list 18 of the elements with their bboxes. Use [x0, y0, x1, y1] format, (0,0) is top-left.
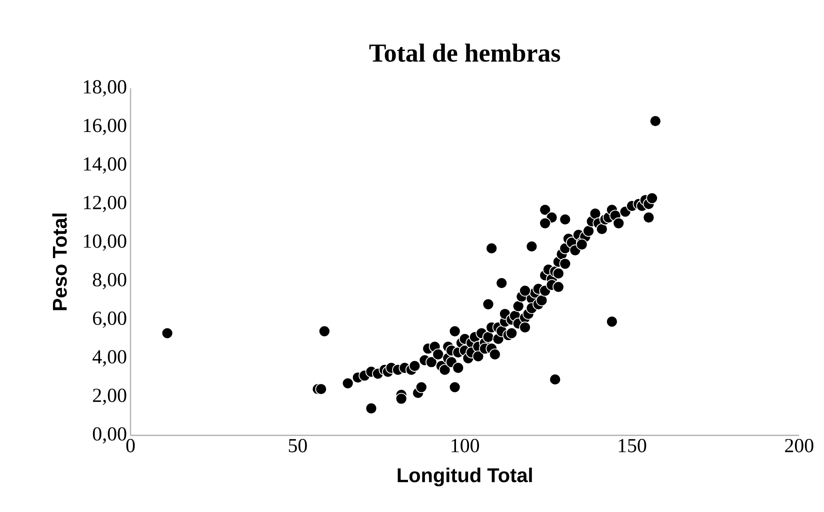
y-tick-label: 4,00: [92, 350, 126, 366]
chart-title: Total de hembras: [369, 44, 560, 62]
x-tick-label: 50: [288, 438, 307, 452]
y-tick-label: 16,00: [84, 118, 126, 135]
y-axis-title: Peso Total: [52, 214, 67, 310]
y-tick-label: 18,00: [84, 80, 126, 96]
x-axis-title: Longitud Total: [398, 468, 532, 486]
x-tick-label: 100: [452, 438, 480, 452]
y-tick-label: 2,00: [93, 388, 126, 405]
y-tick-label: 0,00: [92, 427, 126, 444]
x-tick-label: 150: [618, 438, 646, 452]
y-tick-label: 6,00: [93, 312, 126, 328]
y-tick-label: 12,00: [84, 196, 126, 212]
y-tick-label: 14,00: [84, 157, 126, 174]
y-tick-label: 8,00: [92, 272, 126, 290]
y-tick-label: 10,00: [84, 234, 126, 251]
x-tick-label: 0: [126, 438, 135, 452]
x-tick-label: 200: [785, 438, 814, 452]
